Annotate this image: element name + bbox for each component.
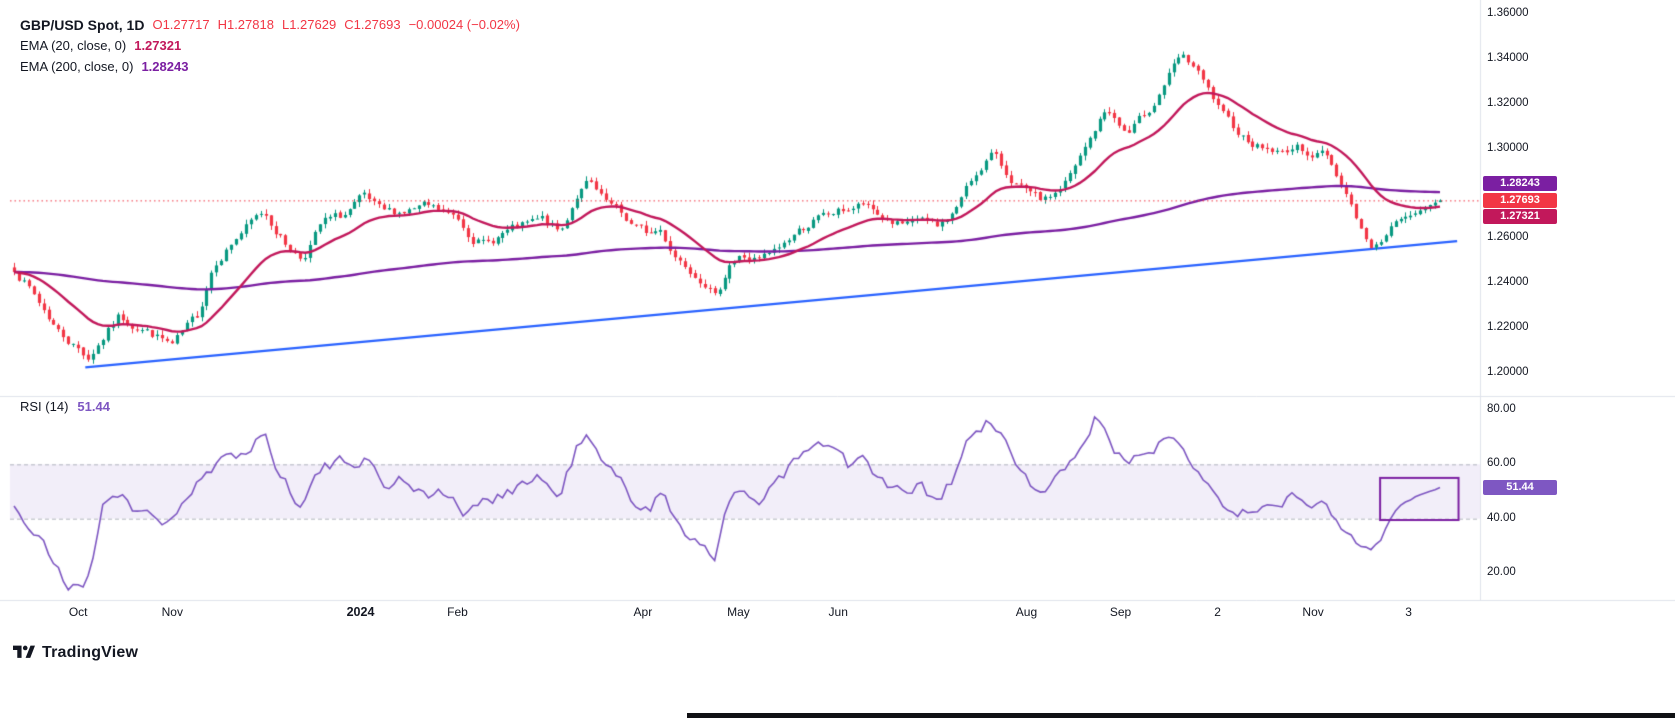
ohlc-high: H1.27818 [217,17,274,32]
symbol-title[interactable]: GBP/USD Spot, 1D [20,16,145,33]
rsi-legend-row[interactable]: RSI (14) 51.44 [20,399,110,414]
ema200-legend-row[interactable]: EMA (200, close, 0) 1.28243 [20,56,520,77]
tradingview-logo-icon [13,645,35,658]
ema20-value: 1.27321 [134,38,182,53]
ema200-value: 1.28243 [141,59,189,74]
ema20-label[interactable]: EMA (20, close, 0) [20,38,127,53]
ema20-legend-row[interactable]: EMA (20, close, 0) 1.27321 [20,35,520,56]
ohlc-close: C1.27693 [344,17,401,32]
symbol-legend-row[interactable]: GBP/USD Spot, 1D O1.27717 H1.27818 L1.27… [20,14,520,35]
ema200-label[interactable]: EMA (200, close, 0) [20,59,134,74]
rsi-label[interactable]: RSI (14) [20,399,69,414]
bottom-edge-bar [687,713,1675,718]
tradingview-logo[interactable]: TradingView [13,644,138,662]
ohlc-open: O1.27717 [152,17,210,32]
ohlc-low: L1.27629 [281,17,337,32]
rsi-value: 51.44 [77,399,110,414]
tradingview-logo-text: TradingView [42,644,139,661]
chart-legend: GBP/USD Spot, 1D O1.27717 H1.27818 L1.27… [20,14,520,77]
ohlc-change: −0.00024 (−0.02%) [408,17,520,32]
